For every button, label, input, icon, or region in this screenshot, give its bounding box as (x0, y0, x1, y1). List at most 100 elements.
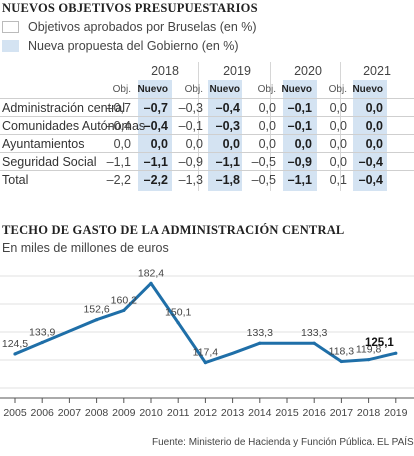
table-title: NUEVOS OBJETIVOS PRESUPUESTARIOS (2, 1, 258, 15)
row-divider (0, 152, 414, 153)
data-point (13, 352, 17, 356)
data-label: 160,2 (111, 294, 137, 306)
data-label: 152,6 (83, 304, 109, 316)
value-objective: 0,0 (329, 155, 347, 169)
row-label: Ayuntamientos (2, 137, 85, 151)
legend-proposal: Nueva propuesta del Gobierno (en %) (2, 38, 239, 54)
x-tick-label: 2011 (167, 407, 190, 419)
data-label: 133,3 (301, 327, 327, 339)
chart-subtitle: En miles de millones de euros (2, 241, 169, 255)
value-new: –1,1 (215, 155, 240, 169)
value-new: –0,3 (215, 119, 240, 133)
chart-title: TECHO DE GASTO DE LA ADMINISTRACIÓN CENT… (2, 223, 345, 237)
year-separator (340, 62, 341, 191)
value-objective: –1,3 (178, 173, 203, 187)
data-label: 118,3 (329, 346, 355, 358)
x-tick-label: 2017 (330, 407, 354, 419)
data-point (176, 321, 180, 325)
data-point (367, 358, 371, 362)
value-new: –1,8 (215, 173, 240, 187)
value-new: 0,0 (222, 137, 240, 151)
subheader-new: Nuevo (281, 84, 312, 95)
x-tick-label: 2014 (248, 407, 272, 419)
data-point (149, 281, 153, 285)
data-label: 119,8 (356, 344, 382, 356)
year-header: 2018 (151, 64, 179, 78)
legend-swatch-proposal (2, 40, 19, 52)
data-label: 125,1 (365, 337, 394, 349)
subheader-objective: Obj. (328, 84, 347, 95)
value-new: –0,1 (287, 101, 312, 115)
x-tick-label: 2018 (357, 407, 381, 419)
value-new: –0,4 (358, 173, 383, 187)
legend-label-objective: Objetivos aprobados por Bruselas (en %) (28, 20, 257, 34)
value-new: –0,4 (215, 101, 240, 115)
value-new: 0,0 (365, 101, 383, 115)
row-label: Seguridad Social (2, 155, 97, 169)
data-label: 124,5 (2, 338, 28, 350)
subheader-new: Nuevo (209, 84, 240, 95)
year-header: 2021 (363, 64, 391, 78)
data-point (95, 318, 99, 322)
row-divider (0, 134, 414, 135)
row-label: Comunidades Autónomas (2, 119, 146, 133)
data-point (339, 359, 343, 364)
subheader-objective: Obj. (184, 84, 203, 95)
value-objective: 0,0 (113, 137, 131, 151)
value-objective: –0,5 (251, 155, 276, 169)
value-new: –0,1 (287, 119, 312, 133)
data-point (203, 360, 207, 365)
data-label: 150,1 (165, 307, 191, 319)
x-tick-label: 2016 (303, 407, 327, 419)
value-objective: –0,1 (178, 119, 203, 133)
value-objective: –0,3 (178, 101, 203, 115)
value-new: –2,2 (143, 173, 168, 187)
value-new: 0,0 (294, 137, 312, 151)
value-objective: 0,0 (329, 119, 347, 133)
value-objective: 0,0 (258, 137, 276, 151)
value-objective: 0,1 (329, 173, 347, 187)
data-label: 133,3 (247, 327, 273, 339)
source-note: Fuente: Ministerio de Hacienda y Función… (152, 437, 375, 448)
row-divider (0, 116, 414, 117)
year-separator (270, 62, 271, 191)
row-label: Administración central (2, 101, 125, 115)
value-objective: –2,2 (106, 173, 131, 187)
value-objective: –0,9 (178, 155, 203, 169)
value-objective: –0,7 (106, 101, 131, 115)
subheader-objective: Obj. (257, 84, 276, 95)
legend-swatch-objective (2, 21, 19, 33)
value-objective: –1,1 (106, 155, 131, 169)
budget-table: 2018 2019 2020 2021 Obj. Nuevo Obj. Nuevo Obj. Nu… (0, 62, 414, 192)
subheader-objective: Obj. (112, 84, 131, 95)
year-header: 2020 (294, 64, 322, 78)
x-tick-label: 2012 (194, 407, 218, 419)
value-objective: 0,0 (258, 119, 276, 133)
value-new: –0,7 (143, 101, 168, 115)
x-tick-label: 2013 (221, 407, 245, 419)
row-label: Total (2, 173, 29, 187)
brand-label: EL PAÍS (377, 437, 414, 448)
data-label: 117,4 (193, 347, 219, 359)
data-point (394, 351, 398, 355)
x-tick-label: 2007 (58, 407, 82, 419)
value-new: 0,0 (365, 119, 383, 133)
data-point (312, 341, 316, 345)
value-new: –1,1 (143, 155, 168, 169)
data-label: 182,4 (138, 267, 164, 279)
value-new: –0,9 (287, 155, 312, 169)
value-new: 0,0 (150, 137, 168, 151)
year-header: 2019 (223, 64, 251, 78)
row-divider (0, 170, 414, 171)
value-objective: 0,0 (185, 137, 203, 151)
legend-label-proposal: Nueva propuesta del Gobierno (en %) (28, 39, 239, 53)
x-tick-label: 2006 (31, 407, 55, 419)
legend-objective: Objetivos aprobados por Bruselas (en %) (2, 19, 257, 35)
x-tick-label: 2009 (112, 407, 136, 419)
data-point (122, 308, 126, 313)
data-label: 133,9 (29, 326, 55, 338)
x-tick-label: 2019 (384, 407, 408, 419)
value-new: 0,0 (365, 137, 383, 151)
value-objective: 0,0 (329, 137, 347, 151)
value-objective: –0,5 (251, 173, 276, 187)
